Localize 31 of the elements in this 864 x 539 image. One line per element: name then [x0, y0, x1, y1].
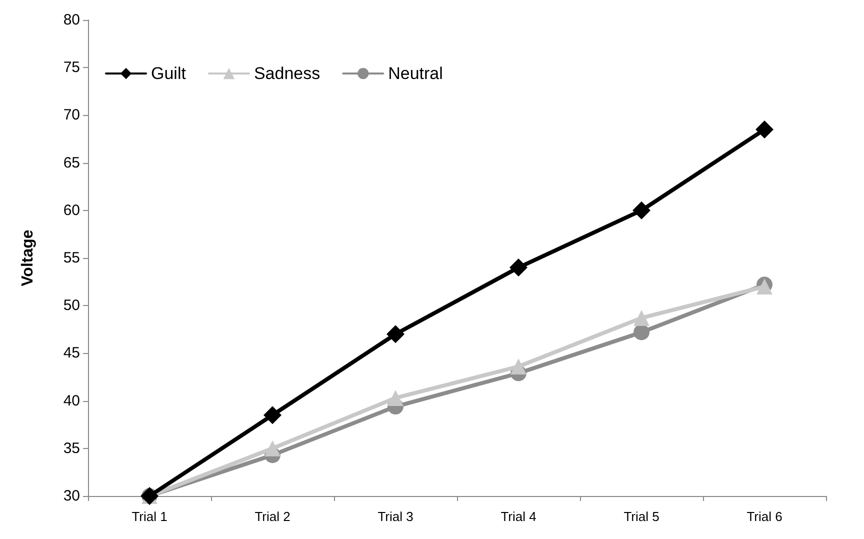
point: [264, 406, 282, 424]
point: [634, 324, 650, 340]
y-tick-label: 30: [63, 488, 80, 504]
x-tick-label: Trial 2: [254, 509, 290, 524]
y-tick-label: 80: [63, 12, 80, 28]
point: [264, 440, 280, 456]
y-tick-label: 35: [63, 440, 80, 457]
y-tick-label: 55: [63, 250, 80, 266]
point: [386, 325, 404, 344]
point: [510, 258, 528, 277]
y-tick-label: 75: [63, 59, 80, 76]
point: [632, 201, 650, 220]
point: [756, 120, 774, 138]
legend-label: Sadness: [254, 64, 320, 83]
x-tick-label: Trial 3: [378, 509, 414, 524]
y-tick-label: 60: [63, 202, 80, 219]
x-tick-label: Trial 6: [746, 509, 782, 524]
y-tick-label: 45: [63, 344, 80, 362]
point: [634, 310, 650, 326]
x-tick-label: Trial 5: [624, 509, 660, 524]
y-tick-label: 40: [63, 392, 80, 410]
point: [388, 390, 404, 406]
legend-label: Guilt: [151, 64, 186, 83]
legend-label: Neutral: [388, 64, 443, 83]
y-tick-label: 70: [63, 106, 80, 124]
y-axis-title: Voltage: [20, 230, 36, 286]
y-tick-label: 50: [63, 297, 80, 314]
y-tick-label: 65: [63, 154, 80, 172]
point: [510, 358, 526, 375]
x-tick-label: Trial 4: [500, 509, 536, 524]
x-tick-label: Trial 1: [132, 509, 168, 524]
